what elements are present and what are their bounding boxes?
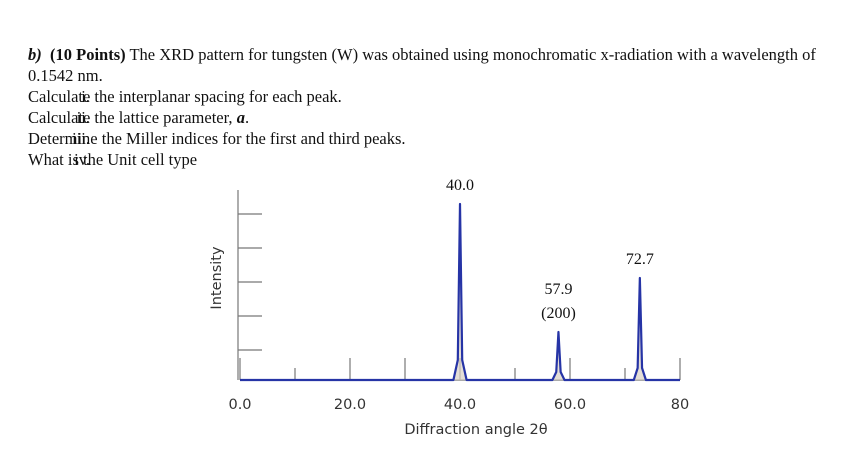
x-axis-label: Diffraction angle 2θ (404, 422, 547, 438)
x-tick-label: 40.0 (444, 397, 476, 413)
item-text: What is the Unit cell type (28, 150, 198, 169)
question-intro: b) (10 Points) The XRD pattern for tungs… (28, 44, 840, 86)
series-line (240, 202, 680, 382)
question-label: b) (28, 45, 42, 64)
x-tick-label: 0.0 (228, 397, 251, 413)
item-emphasis-text: a (236, 108, 245, 127)
peak-label: 40.0 (446, 177, 474, 194)
item-numeral: iii. (72, 129, 90, 148)
peak-label: 72.7 (626, 251, 654, 268)
x-tick-label: 80 (671, 397, 689, 413)
item-text: Determine the Miller indices for the fir… (28, 129, 406, 148)
question-text: The XRD pattern for tungsten (W) was obt… (28, 45, 816, 85)
points: (10 Points) (50, 45, 126, 64)
item-numeral: ii. (76, 108, 90, 127)
item-list: i. Calculate the interplanar spacing for … (28, 86, 840, 170)
item: iii. Determine the Miller indices for the… (28, 128, 840, 149)
item: ii. Calculate the lattice parameter, a. (28, 107, 840, 128)
item: i. Calculate the interplanar spacing for … (28, 86, 840, 107)
peak-label: (200) (541, 305, 576, 322)
peak-fill (240, 204, 680, 380)
item-text: Calculate the lattice parameter, (28, 108, 233, 127)
item-emphasis: a (237, 108, 245, 127)
x-tick-label: 60.0 (554, 397, 586, 413)
item-numeral: i. (81, 87, 90, 106)
y-axis-decoration (237, 190, 626, 380)
item-numeral: iv. (74, 150, 90, 169)
x-tick-label: 20.0 (334, 397, 366, 413)
item-tail: . (244, 108, 250, 127)
item: iv. What is the Unit cell type (28, 149, 840, 170)
y-axis-label: Intensity (209, 246, 225, 310)
question: b) (10 Points) The XRD pattern for tungs… (28, 44, 840, 170)
item-text: Calculate the interplanar spacing for ea… (28, 87, 342, 106)
peak-label: 57.9 (544, 281, 572, 298)
